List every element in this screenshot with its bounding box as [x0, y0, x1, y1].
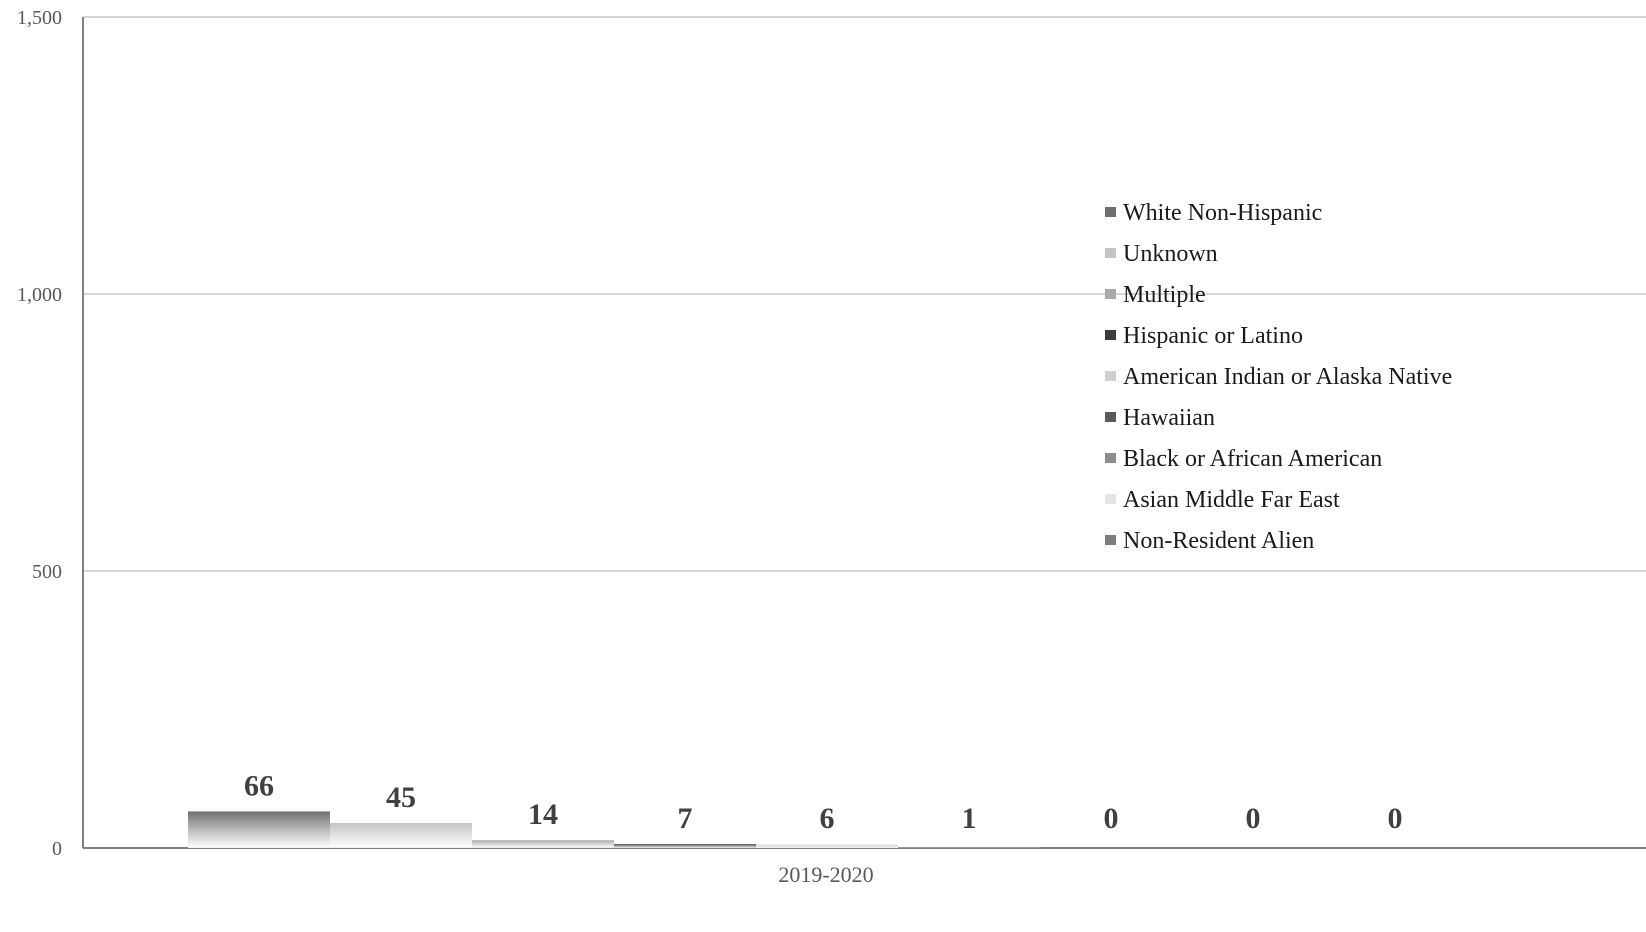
data-label: 66	[244, 769, 274, 802]
data-label: 1	[962, 802, 977, 835]
data-label: 0	[1104, 802, 1119, 835]
legend-entry: American Indian or Alaska Native	[1123, 364, 1452, 390]
data-labels: 66 45 14 7 6 1 0 0 0	[244, 769, 1403, 835]
legend-entry: Hawaiian	[1123, 405, 1215, 431]
legend-swatch	[1105, 289, 1116, 299]
data-label: 7	[678, 802, 693, 835]
gridlines	[83, 16, 1646, 572]
legend-entry: Black or African American	[1123, 446, 1382, 472]
legend: White Non-Hispanic Unknown Multiple Hispani…	[1105, 200, 1452, 554]
bar	[472, 840, 614, 848]
legend-swatch	[1105, 412, 1116, 422]
y-tick-label: 1,000	[17, 284, 62, 306]
y-tick-label: 500	[32, 561, 62, 583]
axes: 0 500 1,000 1,500 2019-2020	[17, 7, 1646, 887]
legend-entry: Hispanic or Latino	[1123, 323, 1303, 349]
bar	[614, 844, 756, 848]
bar	[188, 811, 330, 848]
legend-swatch	[1105, 330, 1116, 340]
data-label: 0	[1388, 802, 1403, 835]
legend-entry: Non-Resident Alien	[1123, 528, 1314, 554]
legend-swatch	[1105, 535, 1116, 545]
legend-swatch	[1105, 371, 1116, 381]
bar	[756, 844, 898, 848]
data-label: 14	[528, 798, 558, 831]
data-label: 45	[386, 781, 416, 814]
bars	[188, 811, 1040, 848]
legend-entry: Multiple	[1123, 282, 1206, 308]
legend-swatch	[1105, 453, 1116, 463]
x-category-label: 2019-2020	[778, 862, 873, 887]
legend-entry: Asian Middle Far East	[1123, 487, 1340, 513]
legend-swatch	[1105, 494, 1116, 504]
y-tick-label: 1,500	[17, 7, 62, 29]
bar	[898, 847, 1040, 848]
legend-entry: Unknown	[1123, 241, 1218, 267]
data-label: 6	[820, 802, 835, 835]
legend-entry: White Non-Hispanic	[1123, 200, 1322, 226]
bar	[330, 823, 472, 848]
y-tick-label: 0	[52, 838, 62, 860]
legend-swatch	[1105, 248, 1116, 258]
data-label: 0	[1246, 802, 1261, 835]
legend-swatch	[1105, 207, 1116, 217]
